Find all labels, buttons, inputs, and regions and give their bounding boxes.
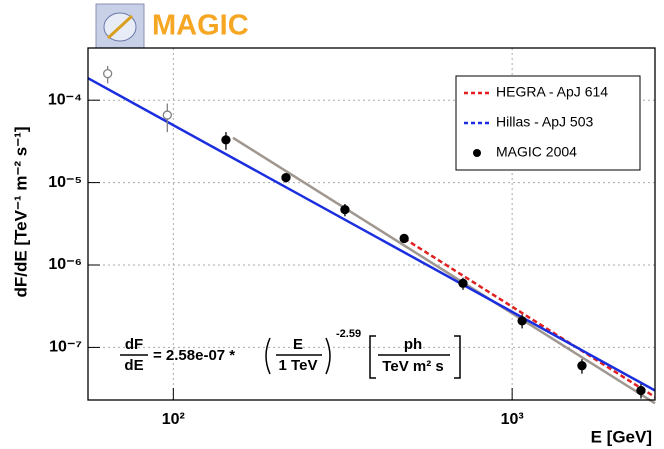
data-point [458, 278, 468, 288]
formula-text: E [293, 336, 303, 353]
y-tick-label: 10⁻⁷ [49, 339, 82, 356]
x-axis-label: E [GeV] [591, 427, 652, 446]
y-tick-label: 10⁻⁶ [48, 256, 82, 273]
data-point [517, 316, 527, 326]
paren [265, 337, 271, 375]
chart-title: MAGIC [152, 10, 249, 42]
logo [95, 3, 145, 49]
formula-exponent: -2.59 [336, 328, 361, 340]
data-point [577, 361, 587, 371]
x-tick-label: 10³ [501, 411, 524, 428]
legend-label: HEGRA - ApJ 614 [496, 84, 608, 100]
formula-text: dF [125, 336, 143, 353]
series-line [87, 77, 656, 392]
formula-text: ph [404, 336, 422, 353]
legend-swatch [473, 149, 481, 157]
data-point [281, 172, 291, 183]
formula-text: = 2.58e-07 * [153, 347, 235, 364]
y-tick-label: 10⁻⁴ [48, 91, 82, 108]
formula-text: TeV m² s [382, 358, 443, 375]
y-axis-label: dF/dE [TeV⁻¹ m⁻² s⁻¹] [11, 126, 30, 297]
x-tick-label: 10² [162, 411, 185, 428]
legend-label: MAGIC 2004 [496, 144, 577, 160]
fit-line [232, 136, 656, 405]
bracket [454, 335, 461, 379]
legend-label: Hillas - ApJ 503 [496, 114, 593, 130]
plot-frame [87, 47, 656, 401]
formula: dF dE = 2.58e-07 * E 1 TeV -2.59 ph TeV … [120, 328, 461, 379]
data-point [399, 233, 409, 244]
series-line [403, 237, 656, 399]
bracket [369, 335, 376, 379]
data-point [221, 135, 231, 145]
logo-beam [106, 14, 134, 40]
y-tick-label: 10⁻⁵ [48, 174, 82, 191]
formula-text: dE [124, 357, 143, 374]
paren [325, 337, 331, 375]
data-point [162, 110, 172, 120]
formula-text: 1 TeV [279, 357, 318, 374]
legend: HEGRA - ApJ 614 Hillas - ApJ 503 MAGIC 200… [455, 75, 641, 171]
data-point [102, 68, 113, 79]
data-point [340, 204, 350, 215]
data-point [636, 385, 646, 396]
